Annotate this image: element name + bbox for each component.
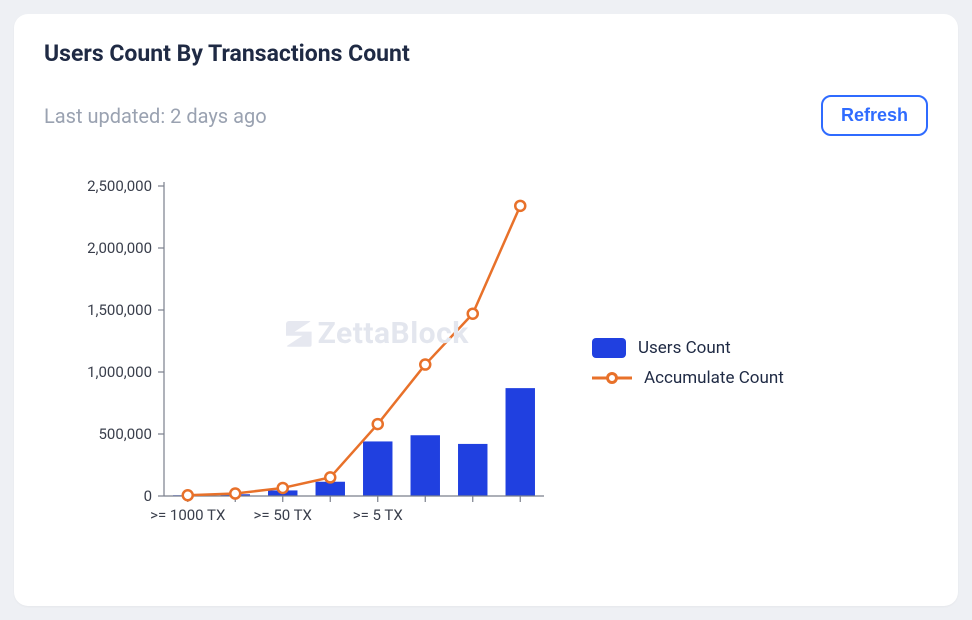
x-tick-label: >= 50 TX — [254, 506, 313, 524]
bar — [363, 441, 392, 496]
legend-label: Users Count — [638, 338, 731, 358]
y-tick-label: 2,500,000 — [87, 177, 152, 195]
line-marker — [183, 490, 193, 500]
legend-swatch-bar — [592, 338, 626, 358]
y-tick-label: 1,500,000 — [87, 301, 152, 319]
legend-item: Accumulate Count — [592, 368, 928, 388]
refresh-button[interactable]: Refresh — [821, 95, 928, 136]
last-updated-text: Last updated: 2 days ago — [44, 104, 267, 128]
legend-swatch-line — [592, 369, 632, 387]
line-marker — [373, 419, 383, 429]
bar — [458, 444, 487, 496]
line-marker — [278, 483, 288, 493]
line-marker — [515, 201, 525, 211]
line-marker — [325, 472, 335, 482]
y-tick-label: 0 — [144, 487, 152, 505]
chart-container: 0 500,000 1,000,000 1,500,000 2,000,000 2,500… — [44, 166, 564, 560]
combo-chart: 0 500,000 1,000,000 1,500,000 2,000,000 2,500… — [44, 166, 564, 556]
bar — [316, 482, 345, 496]
line-marker — [468, 309, 478, 319]
chart-row: 0 500,000 1,000,000 1,500,000 2,000,000 2,500… — [44, 166, 928, 560]
line-marker — [420, 360, 430, 370]
x-tick-label: >= 5 TX — [353, 506, 404, 524]
legend-label: Accumulate Count — [644, 368, 784, 388]
bar — [506, 388, 535, 496]
y-tick-label: 2,000,000 — [87, 239, 152, 257]
chart-card: Users Count By Transactions Count Last u… — [14, 14, 958, 606]
card-subrow: Last updated: 2 days ago Refresh — [44, 95, 928, 136]
bar — [411, 435, 440, 496]
y-tick-label: 500,000 — [98, 425, 152, 443]
legend: Users Count Accumulate Count — [592, 328, 928, 398]
line-marker — [230, 489, 240, 499]
card-title: Users Count By Transactions Count — [44, 40, 928, 67]
y-tick-label: 1,000,000 — [87, 363, 152, 381]
legend-item: Users Count — [592, 338, 928, 358]
x-tick-label: >= 1000 TX — [150, 506, 226, 524]
